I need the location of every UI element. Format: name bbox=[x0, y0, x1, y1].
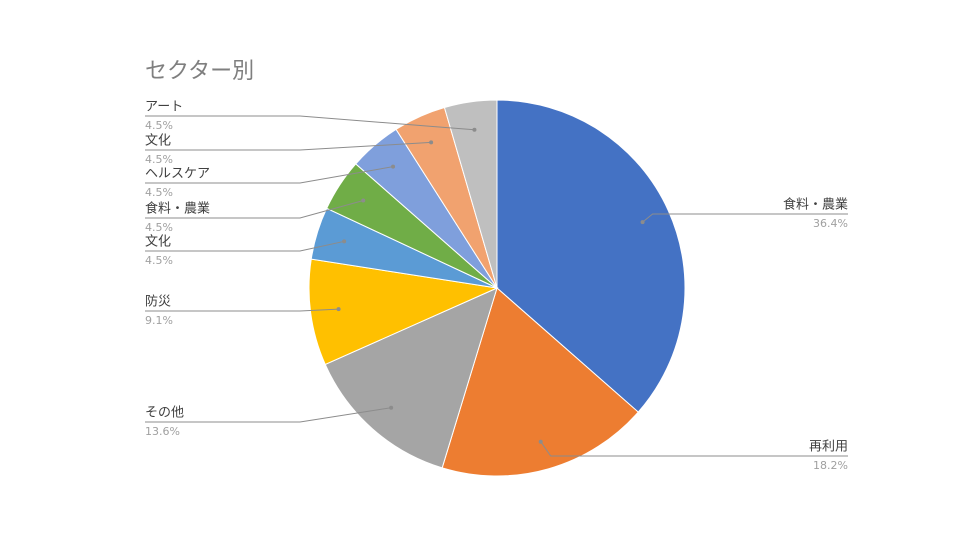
leader-dot bbox=[389, 405, 394, 410]
slice-label: ヘルスケア bbox=[145, 167, 210, 182]
chart-title: セクター別 bbox=[145, 59, 254, 84]
slice-label: 文化 bbox=[145, 235, 171, 250]
pie-slice bbox=[496, 99, 686, 413]
leader-line bbox=[642, 213, 848, 223]
value-label: 4.5% bbox=[145, 186, 173, 199]
leader-line bbox=[145, 240, 345, 252]
leader-line bbox=[145, 308, 339, 312]
value-label: 13.6% bbox=[145, 425, 180, 438]
leader-line bbox=[540, 441, 848, 457]
leader-line bbox=[145, 200, 364, 219]
leader-line bbox=[145, 407, 392, 423]
value-label: 18.2% bbox=[813, 459, 848, 472]
slice-label: 防災 bbox=[145, 294, 171, 310]
leader-line bbox=[145, 166, 394, 184]
slice-label: アート bbox=[145, 100, 183, 115]
value-label: 9.1% bbox=[145, 314, 173, 327]
slice-label: 文化 bbox=[145, 134, 171, 149]
value-label: 4.5% bbox=[145, 153, 173, 166]
leader-line bbox=[145, 115, 475, 131]
value-label: 36.4% bbox=[813, 217, 848, 230]
value-label: 4.5% bbox=[145, 254, 173, 267]
pie-slice bbox=[308, 258, 499, 366]
leader-dot bbox=[640, 220, 645, 225]
leader-dot bbox=[429, 140, 434, 145]
leader-dot bbox=[538, 439, 543, 444]
slice-label: 食料・農業 bbox=[145, 201, 210, 217]
leader-dot bbox=[472, 127, 477, 132]
slice-label: 再利用 bbox=[809, 440, 848, 455]
value-label: 4.5% bbox=[145, 119, 173, 132]
pie-slice bbox=[443, 99, 498, 289]
leader-dot bbox=[361, 198, 366, 203]
slice-label: 食料・農業 bbox=[783, 197, 848, 213]
slice-label: その他 bbox=[145, 406, 184, 421]
value-label: 4.5% bbox=[145, 221, 173, 234]
pie-slice bbox=[324, 287, 498, 469]
leader-line bbox=[145, 141, 432, 151]
leader-dot bbox=[342, 239, 347, 244]
leader-dot bbox=[336, 307, 341, 312]
leader-dot bbox=[391, 164, 396, 169]
pie-slice bbox=[441, 287, 639, 477]
